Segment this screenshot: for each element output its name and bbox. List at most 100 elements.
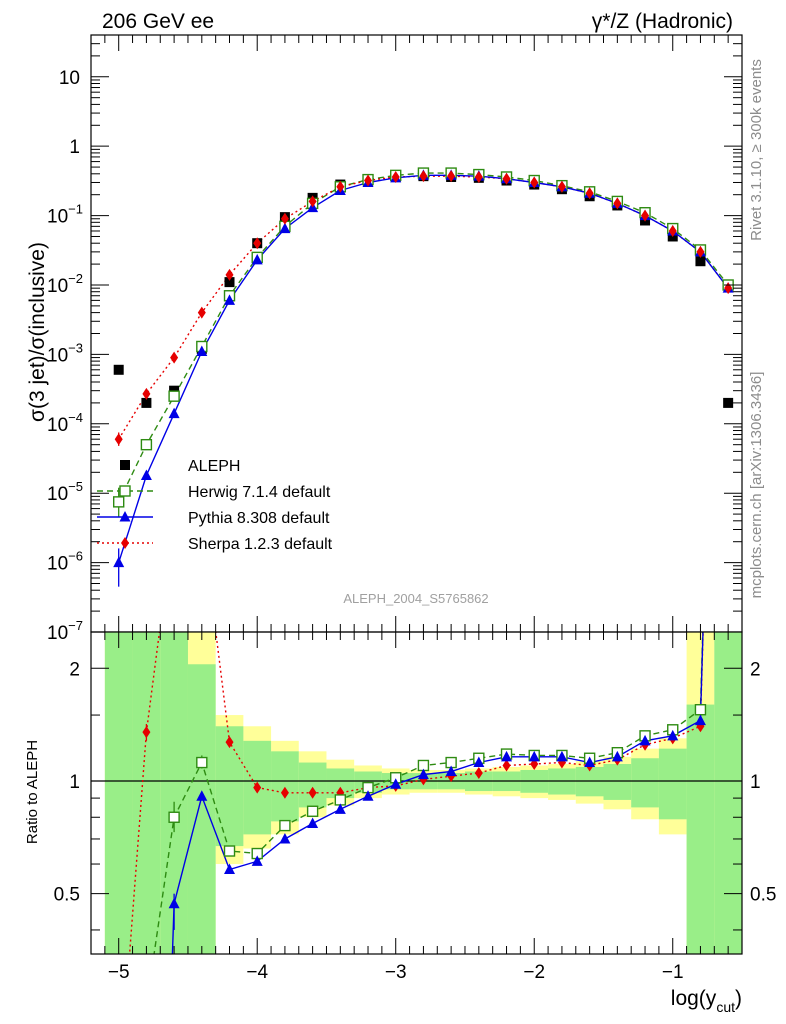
- legend-label-sherpa-1-2-3-default: Sherpa 1.2.3 default: [188, 536, 333, 553]
- pythia-8-308-default-ratio-point: [445, 765, 457, 777]
- y-tick-label: 10: [59, 68, 80, 89]
- pythia-8-308-default-point: [224, 294, 236, 305]
- x-tick-label: −2: [523, 962, 545, 983]
- sherpa-1-2-3-default-point: [280, 212, 289, 225]
- sherpa-1-2-3-default-point: [114, 433, 123, 446]
- pythia-8-308-default-ratio-point: [251, 855, 263, 866]
- x-tick-label: −3: [385, 962, 407, 983]
- y-tick-label: 1: [69, 137, 80, 158]
- sherpa-1-2-3-default-line: [118, 175, 729, 440]
- herwig-7-1-4-default-ratio-point: [168, 811, 180, 823]
- sherpa-1-2-3-default-ratio-point: [142, 726, 151, 739]
- legend-label-herwig-7-1-4-default: Herwig 7.1.4 default: [188, 484, 331, 501]
- sherpa-1-2-3-default-point: [253, 237, 262, 250]
- ratio-xlabel: log(ycut): [671, 987, 742, 1015]
- herwig-7-1-4-default-point: [113, 496, 125, 508]
- ratio-y-tick-label: 1: [69, 772, 80, 793]
- pythia-8-308-default-ratio-point: [611, 750, 623, 762]
- sherpa-1-2-3-default-point: [447, 170, 456, 183]
- pythia-8-308-default-ratio-point: [501, 750, 513, 762]
- sherpa-1-2-3-default-ratio-point: [280, 786, 289, 799]
- green-band: [132, 632, 161, 954]
- pythia-8-308-default-ratio-point: [168, 897, 180, 909]
- pythia-8-308-default-point: [251, 253, 263, 265]
- header-right: γ*/Z (Hadronic): [592, 10, 733, 33]
- rivet-label: Rivet 3.1.10, ≥ 300k events: [748, 59, 765, 241]
- legend-marker-herwig-7-1-4-default: [119, 485, 131, 497]
- sherpa-1-2-3-default-point: [419, 170, 428, 183]
- green-band: [658, 748, 687, 820]
- pythia-8-308-default-ratio-point: [528, 750, 540, 762]
- x-tick-label: −4: [246, 962, 268, 983]
- pythia-8-308-default-ratio-point: [390, 778, 402, 789]
- legend-marker-sherpa-1-2-3-default: [121, 537, 129, 549]
- sherpa-1-2-3-default-point: [474, 170, 483, 183]
- herwig-7-1-4-default-point: [140, 438, 153, 451]
- sherpa-1-2-3-default-point: [170, 351, 179, 364]
- ratio-y-tick-label: 0.5: [54, 885, 80, 906]
- pythia-8-308-default-ratio-point: [362, 790, 374, 801]
- pythia-8-308-default-point: [113, 556, 125, 568]
- pythia-8-308-default-ratio-point: [334, 803, 346, 814]
- pythia-8-308-default-ratio-point: [307, 817, 319, 828]
- herwig-7-1-4-default-ratio-point: [694, 704, 707, 716]
- aleph-point: [141, 397, 152, 408]
- sherpa-1-2-3-default-point: [336, 180, 345, 193]
- ratio-y-tick-label-right: 0.5: [750, 885, 776, 906]
- legend-label-pythia-8-308-default: Pythia 8.308 default: [188, 510, 330, 527]
- main-ylabel: σ(3 jet)/σ(inclusive): [26, 242, 49, 422]
- y-tick-label: 10−3: [47, 340, 83, 366]
- y-tick-label: 10−2: [47, 271, 83, 297]
- pythia-8-308-default-point: [140, 469, 152, 480]
- sherpa-1-2-3-default-ratio-point: [253, 781, 262, 794]
- aleph-point: [723, 397, 734, 408]
- sherpa-1-2-3-default-ratio-point: [308, 786, 317, 799]
- green-band: [575, 766, 604, 797]
- pythia-8-308-default-ratio-point: [667, 729, 679, 741]
- sherpa-1-2-3-default-point: [530, 176, 539, 189]
- aleph-point: [224, 277, 235, 288]
- pythia-8-308-default-ratio-point: [224, 863, 236, 875]
- sherpa-1-2-3-default-ratio-point: [474, 767, 483, 780]
- x-tick-label: −1: [662, 962, 684, 983]
- green-band: [298, 762, 327, 808]
- sherpa-1-2-3-default-point: [696, 245, 705, 258]
- pythia-8-308-default-ratio-point: [279, 832, 291, 844]
- herwig-7-1-4-default-ratio-line: [153, 632, 704, 954]
- pythia-8-308-default-point: [279, 222, 291, 234]
- header-left: 206 GeV ee: [102, 10, 214, 33]
- herwig-7-1-4-default-ratio-point: [306, 805, 319, 817]
- green-band: [271, 751, 299, 822]
- legend-marker-pythia-8-308-default: [119, 511, 131, 522]
- ratio-ylabel: Ratio to ALEPH: [24, 740, 41, 844]
- ratio-y-tick-label: 2: [69, 659, 80, 680]
- pythia-8-308-default-ratio-point: [473, 756, 485, 768]
- sherpa-1-2-3-default-point: [308, 195, 317, 208]
- ratio-panel: 0.5 0.5 1 1 2 2 −5 −4 −3 −2 −1 Ratio to ALEPH log(…: [24, 631, 776, 1015]
- pythia-8-308-default-point: [168, 407, 180, 419]
- analysis-watermark: ALEPH_2004_S5765862: [343, 591, 488, 606]
- y-tick-label: 10−4: [47, 410, 83, 436]
- y-tick-label: 10−5: [47, 479, 83, 505]
- legend-label-aleph: ALEPH: [188, 458, 240, 475]
- herwig-7-1-4-default-ratio-point: [279, 819, 291, 832]
- pythia-8-308-default-ratio-point: [417, 768, 429, 780]
- x-tick-label: −5: [108, 962, 130, 983]
- sherpa-1-2-3-default-point: [668, 224, 677, 237]
- main-panel: 10−7 10−6 10−5 10−4 10−3 10−2 10−1 1 10 σ(3 jet)…: [26, 34, 743, 644]
- aleph-point: [695, 256, 706, 267]
- ratio-y-tick-label-right: 1: [750, 772, 761, 793]
- y-tick-label: 10−1: [47, 202, 83, 228]
- herwig-7-1-4-default-ratio-point: [223, 845, 236, 857]
- pythia-8-308-default-ratio-line: [171, 632, 704, 954]
- herwig-7-1-4-default-ratio-point: [196, 756, 208, 769]
- green-band: [104, 632, 133, 954]
- sherpa-1-2-3-default-point: [613, 197, 622, 210]
- sherpa-1-2-3-default-point: [585, 187, 594, 200]
- sherpa-1-2-3-default-ratio-point: [502, 759, 511, 772]
- sherpa-1-2-3-default-point: [641, 209, 650, 222]
- green-band: [714, 632, 742, 954]
- sherpa-1-2-3-default-point: [225, 268, 234, 281]
- green-band: [187, 664, 216, 954]
